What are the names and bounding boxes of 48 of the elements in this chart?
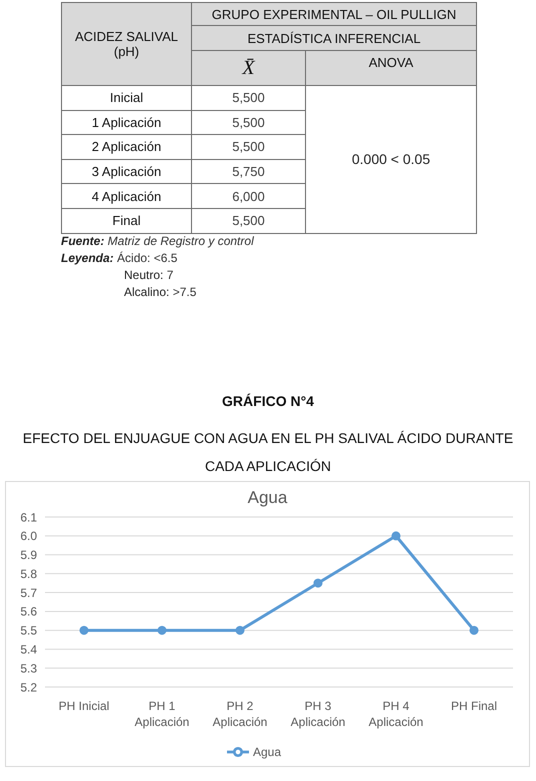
x-tick-label: PH 2 Aplicación	[212, 699, 268, 729]
legend-label: Agua	[252, 745, 282, 760]
text: 5,750	[232, 164, 265, 180]
text: Leyenda: Ácido: <6.5	[61, 251, 178, 265]
text: Alcalino: >7.5	[124, 285, 196, 299]
x-tick-label: PH Final	[450, 699, 498, 713]
y-tick-label: 6.1	[20, 510, 38, 524]
y-tick-label: 5.2	[20, 680, 38, 694]
category-label: 2 Aplicación	[62, 134, 192, 160]
text: 5,500	[232, 213, 265, 228]
text: ACIDEZ SALIVAL (pH)	[62, 2, 192, 86]
category-label: 1 Aplicación	[62, 110, 192, 135]
text: X̄	[192, 50, 306, 86]
point	[158, 626, 166, 635]
text: 6,000	[232, 188, 265, 204]
source-note: Fuente: Matriz de Registro y control	[61, 234, 254, 248]
text: Neutro: 7	[124, 268, 174, 282]
text: 5,500	[232, 114, 265, 130]
point	[314, 578, 322, 588]
text: ESTADÍSTICA INFERENCIAL	[192, 26, 477, 50]
x-tick-label: PH 4 Aplicación	[368, 699, 424, 729]
text: GRUPO EXPERIMENTAL – OIL PULLIGN	[192, 2, 477, 26]
point	[470, 626, 478, 635]
text: 0.000 < 0.05	[306, 86, 477, 234]
y-tick-label: 5.3	[20, 661, 38, 676]
text: 5,500	[232, 139, 265, 154]
y-tick-label: 5.5	[20, 624, 38, 638]
x-tick-label: PH 3 Aplicación	[290, 699, 346, 729]
y-tick-label: 5.7	[20, 586, 38, 600]
text: 5,500	[232, 90, 265, 106]
category-label: 3 Aplicación	[62, 159, 192, 184]
y-tick-label: 5.9	[20, 548, 38, 562]
y-tick-label: 5.6	[20, 604, 38, 619]
x-tick-label: PH 1 Aplicación	[134, 699, 190, 729]
category-label: Final	[62, 208, 192, 234]
y-tick-label: 6.0	[20, 529, 38, 544]
y-tick-label: 5.4	[20, 642, 38, 656]
point	[392, 531, 400, 540]
text: GRÁFICO N°4	[221, 393, 315, 409]
category-label: Inicial	[62, 86, 192, 110]
category-label: 4 Aplicación	[62, 184, 192, 208]
chart-title: Agua	[246, 488, 288, 508]
point	[236, 626, 244, 635]
point	[80, 626, 88, 635]
text: ANOVA	[306, 50, 477, 86]
x-tick-label: PH Inicial	[58, 699, 110, 713]
text: EFECTO DEL ENJUAGUE CON AGUA EN EL PH SALIVAL ÁCIDO DURANTE CADA APLICACIÓN	[22, 429, 514, 476]
y-tick-label: 5.8	[20, 566, 38, 581]
